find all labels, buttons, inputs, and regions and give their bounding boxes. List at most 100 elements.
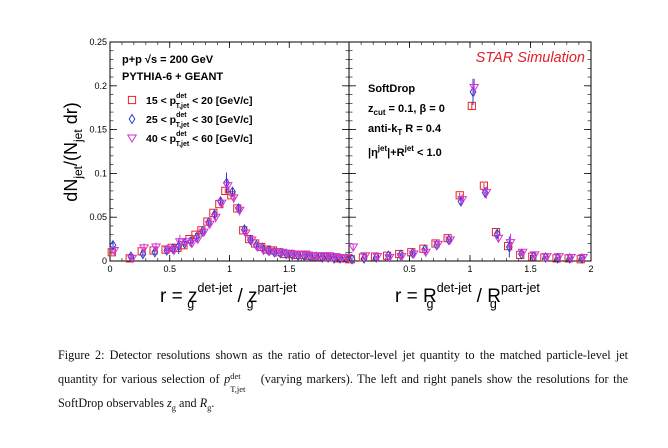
zcut-label: zcut = 0.1, β = 0 xyxy=(368,103,445,117)
data-point xyxy=(493,228,501,240)
data-point xyxy=(517,248,528,258)
data-point xyxy=(457,195,465,207)
right-x-axis-label: r = Rdet-jet g / Rpart-jet g xyxy=(395,281,540,311)
data-point xyxy=(168,246,180,256)
data-point xyxy=(541,253,552,262)
left-axes: 0 0.5 1 1.5 0 0.05 0.1 0.15 0.2 0.25 xyxy=(89,37,350,274)
data-point xyxy=(127,254,138,264)
x-tick-label: 1.5 xyxy=(524,264,537,274)
data-point xyxy=(222,182,233,191)
data-point xyxy=(138,244,150,253)
data-point xyxy=(270,248,281,258)
data-point xyxy=(162,246,174,255)
data-point xyxy=(318,252,326,263)
eta-cut-label: |ηjet|+Rjet < 1.0 xyxy=(368,144,442,159)
data-point xyxy=(229,186,236,198)
data-point xyxy=(276,248,287,258)
data-point xyxy=(467,101,476,111)
data-point xyxy=(324,252,335,261)
data-point xyxy=(312,252,323,261)
right-data-points xyxy=(346,78,589,265)
data-point xyxy=(469,84,480,93)
data-point xyxy=(578,253,589,263)
data-point xyxy=(409,247,416,259)
y-tick-label: 0.25 xyxy=(89,37,107,47)
data-point xyxy=(493,234,504,244)
data-point xyxy=(444,236,456,245)
data-point xyxy=(216,199,227,209)
data-point xyxy=(228,194,239,203)
collision-label: p+p √s = 200 GeV xyxy=(122,54,214,66)
data-point xyxy=(198,228,209,238)
data-point xyxy=(109,246,120,256)
data-point xyxy=(109,239,117,251)
x-tick-label: 1.5 xyxy=(283,264,296,274)
data-point xyxy=(258,246,269,256)
data-point xyxy=(181,238,189,249)
data-point xyxy=(318,252,329,261)
data-point xyxy=(221,186,230,196)
y-tick-label: 0.1 xyxy=(94,168,107,178)
legend-marker xyxy=(127,95,137,105)
x-tick-label: 1 xyxy=(467,264,472,274)
data-point xyxy=(324,252,332,263)
data-point xyxy=(529,251,540,260)
data-point xyxy=(348,253,356,265)
data-point xyxy=(360,252,368,264)
data-point xyxy=(505,239,516,248)
data-point xyxy=(180,238,191,247)
y-tick-label: 0.05 xyxy=(89,212,107,222)
data-point xyxy=(348,243,359,252)
x-tick-label: 2 xyxy=(588,264,593,274)
data-point xyxy=(518,248,525,260)
data-point xyxy=(336,253,347,263)
right-axes: 0.5 1 1.5 2 xyxy=(348,41,594,274)
data-point xyxy=(210,213,221,223)
data-point xyxy=(553,253,565,262)
y-tick-label: 0.15 xyxy=(89,125,107,135)
data-point xyxy=(396,253,407,262)
x-tick-label: 1 xyxy=(227,264,232,274)
y-tick-label: 0.2 xyxy=(94,81,107,91)
x-tick-label: 0.5 xyxy=(163,264,176,274)
figure-caption: Figure 2: Detector resolutions shown as … xyxy=(58,348,628,413)
antikt-label: anti-kT R = 0.4 xyxy=(368,123,442,137)
data-point xyxy=(234,206,245,216)
data-point xyxy=(372,253,383,262)
data-point xyxy=(139,248,147,260)
data-point xyxy=(294,251,305,260)
data-point xyxy=(240,229,251,238)
data-point xyxy=(241,224,248,235)
softdrop-title: SoftDrop xyxy=(368,83,415,95)
data-point xyxy=(300,250,311,259)
y-axis-label: dNjet/(Njet dr) xyxy=(61,102,85,201)
legend-label: 15 < pdet T,jet < 20 [GeV/c] xyxy=(146,93,253,110)
data-point xyxy=(192,235,203,245)
left-data-points xyxy=(107,172,353,264)
data-point xyxy=(204,220,215,230)
data-point xyxy=(360,252,371,261)
data-point xyxy=(264,247,275,257)
data-point xyxy=(306,252,317,261)
data-point xyxy=(432,240,444,250)
data-point xyxy=(554,252,562,264)
data-point xyxy=(481,189,492,198)
data-point xyxy=(186,239,197,249)
figure: 0 0.5 1 1.5 0 0.05 0.1 0.15 0.2 0.25 0.5 1 1.5 2 dNj… xyxy=(61,37,594,311)
legend-marker xyxy=(126,134,138,143)
y-tick-label: 0 xyxy=(102,256,107,266)
legend-marker xyxy=(128,113,136,125)
data-point xyxy=(288,250,299,259)
data-point xyxy=(408,250,419,259)
data-point xyxy=(174,238,185,247)
legend-label: 40 < pdet T,jet < 60 [GeV/c] xyxy=(146,131,253,148)
data-point xyxy=(150,243,162,252)
left-x-axis-label: r = zdet-jet g / zpart-jet g xyxy=(160,281,297,311)
data-point xyxy=(330,253,341,262)
legend: 15 < pdet T,jet < 20 [GeV/c] 25 < pdet T,je… xyxy=(126,93,253,148)
data-point xyxy=(282,249,293,259)
star-simulation-label: STAR Simulation xyxy=(476,50,585,66)
x-tick-label: 0 xyxy=(107,264,112,274)
x-tick-label: 0.5 xyxy=(403,264,416,274)
data-point xyxy=(330,252,338,264)
